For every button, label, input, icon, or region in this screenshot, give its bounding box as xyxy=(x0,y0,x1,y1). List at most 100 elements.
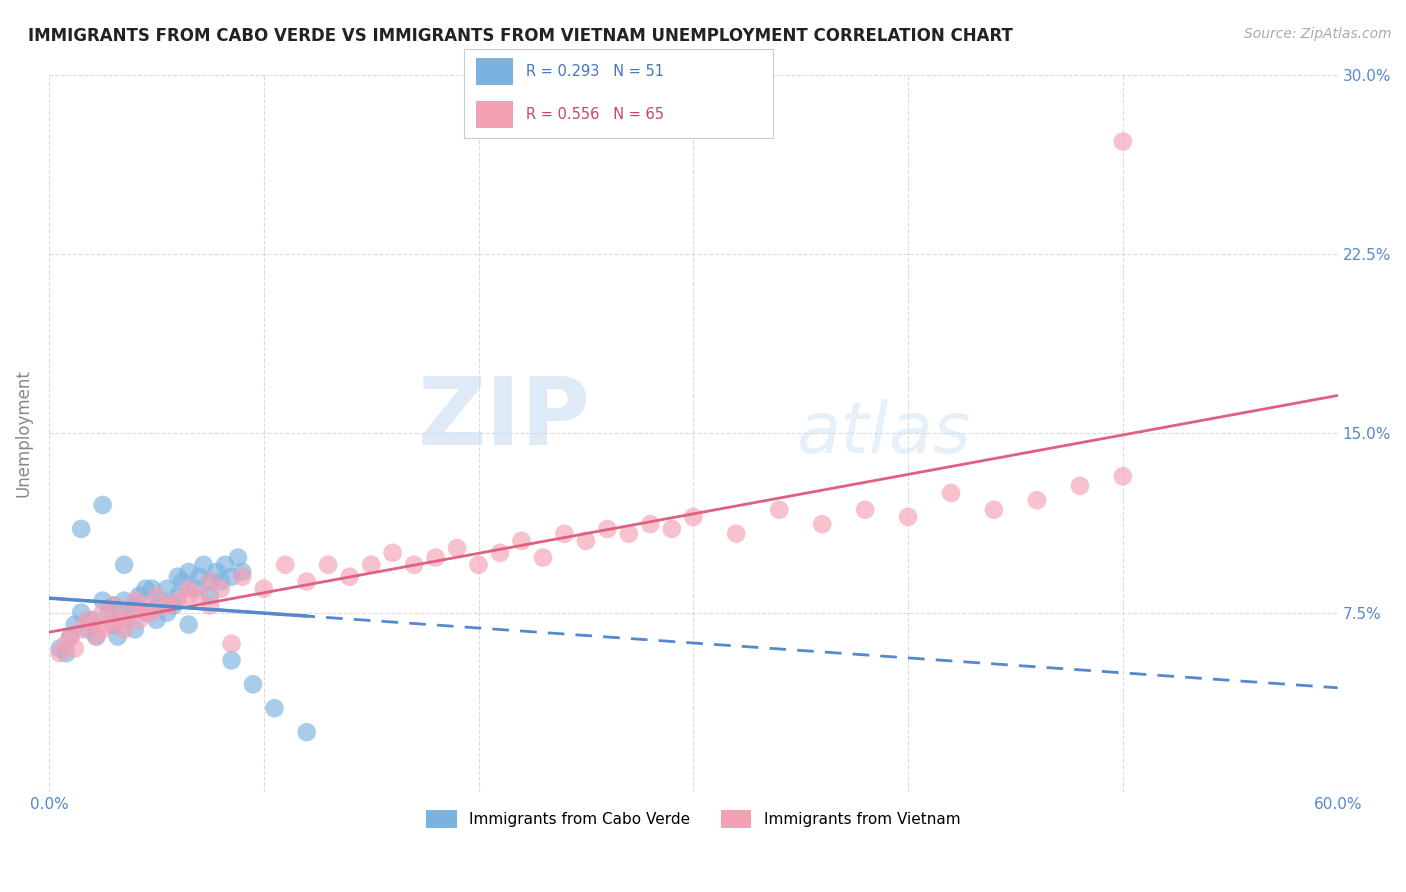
Point xyxy=(156,599,179,613)
Point xyxy=(141,606,163,620)
Point xyxy=(316,558,339,572)
Point xyxy=(661,522,683,536)
Point xyxy=(575,533,598,548)
Point xyxy=(510,533,533,548)
Point xyxy=(84,630,107,644)
Point xyxy=(63,641,86,656)
Point xyxy=(596,522,619,536)
Point xyxy=(70,606,93,620)
Point xyxy=(55,646,77,660)
Point xyxy=(425,550,447,565)
Point xyxy=(231,565,253,579)
Point xyxy=(145,613,167,627)
Point xyxy=(209,574,232,589)
Bar xyxy=(477,58,513,85)
Point xyxy=(360,558,382,572)
Point xyxy=(103,617,125,632)
Point xyxy=(91,498,114,512)
Point xyxy=(149,593,172,607)
Point xyxy=(112,593,135,607)
Point xyxy=(59,630,82,644)
Point xyxy=(768,502,790,516)
Point xyxy=(98,617,121,632)
Point xyxy=(70,522,93,536)
Point xyxy=(231,570,253,584)
Point xyxy=(489,546,512,560)
Point xyxy=(221,653,243,667)
Point xyxy=(145,589,167,603)
Point xyxy=(897,510,920,524)
Point xyxy=(295,574,318,589)
Point xyxy=(983,502,1005,516)
Point xyxy=(177,582,200,596)
Text: R = 0.556   N = 65: R = 0.556 N = 65 xyxy=(526,107,664,121)
Point xyxy=(214,558,236,572)
Point xyxy=(295,725,318,739)
Point xyxy=(76,613,98,627)
Point xyxy=(188,589,211,603)
Point xyxy=(48,641,70,656)
Point xyxy=(198,599,221,613)
Point xyxy=(253,582,276,596)
Point xyxy=(135,599,157,613)
Point xyxy=(156,599,179,613)
Point xyxy=(84,630,107,644)
Text: Source: ZipAtlas.com: Source: ZipAtlas.com xyxy=(1244,27,1392,41)
Point xyxy=(263,701,285,715)
Point xyxy=(242,677,264,691)
Point xyxy=(177,589,200,603)
Point xyxy=(135,606,157,620)
Point xyxy=(112,613,135,627)
Point xyxy=(725,526,748,541)
Point xyxy=(135,582,157,596)
Point xyxy=(107,613,129,627)
Point xyxy=(198,574,221,589)
Point xyxy=(553,526,575,541)
Point xyxy=(80,617,103,632)
Point xyxy=(172,574,194,589)
Legend: Immigrants from Cabo Verde, Immigrants from Vietnam: Immigrants from Cabo Verde, Immigrants f… xyxy=(420,804,966,835)
Point xyxy=(103,599,125,613)
Point xyxy=(166,593,188,607)
Text: IMMIGRANTS FROM CABO VERDE VS IMMIGRANTS FROM VIETNAM UNEMPLOYMENT CORRELATION C: IMMIGRANTS FROM CABO VERDE VS IMMIGRANTS… xyxy=(28,27,1012,45)
Point xyxy=(112,613,135,627)
Point xyxy=(156,606,179,620)
Point xyxy=(98,606,121,620)
Point xyxy=(531,550,554,565)
Point xyxy=(339,570,361,584)
Point xyxy=(205,565,228,579)
Point xyxy=(124,599,146,613)
Point xyxy=(617,526,640,541)
Point xyxy=(124,593,146,607)
Point xyxy=(198,589,221,603)
Point xyxy=(381,546,404,560)
Point xyxy=(467,558,489,572)
Point xyxy=(145,599,167,613)
Point xyxy=(91,623,114,637)
Point xyxy=(112,558,135,572)
Point xyxy=(112,623,135,637)
Point xyxy=(1112,135,1135,149)
Point xyxy=(188,570,211,584)
Point xyxy=(682,510,704,524)
Point xyxy=(128,589,150,603)
Point xyxy=(1026,493,1049,508)
Point xyxy=(107,630,129,644)
Point xyxy=(274,558,297,572)
Point xyxy=(63,617,86,632)
Point xyxy=(221,637,243,651)
Point xyxy=(120,606,142,620)
Point xyxy=(103,599,125,613)
Text: ZIP: ZIP xyxy=(418,373,591,465)
Point xyxy=(120,606,142,620)
Point xyxy=(91,606,114,620)
Point xyxy=(853,502,876,516)
Point xyxy=(221,570,243,584)
Point xyxy=(162,599,184,613)
Point xyxy=(404,558,426,572)
Point xyxy=(141,582,163,596)
Bar xyxy=(477,101,513,128)
Y-axis label: Unemployment: Unemployment xyxy=(15,369,32,497)
Text: R = 0.293   N = 51: R = 0.293 N = 51 xyxy=(526,64,664,78)
Point xyxy=(193,558,215,572)
